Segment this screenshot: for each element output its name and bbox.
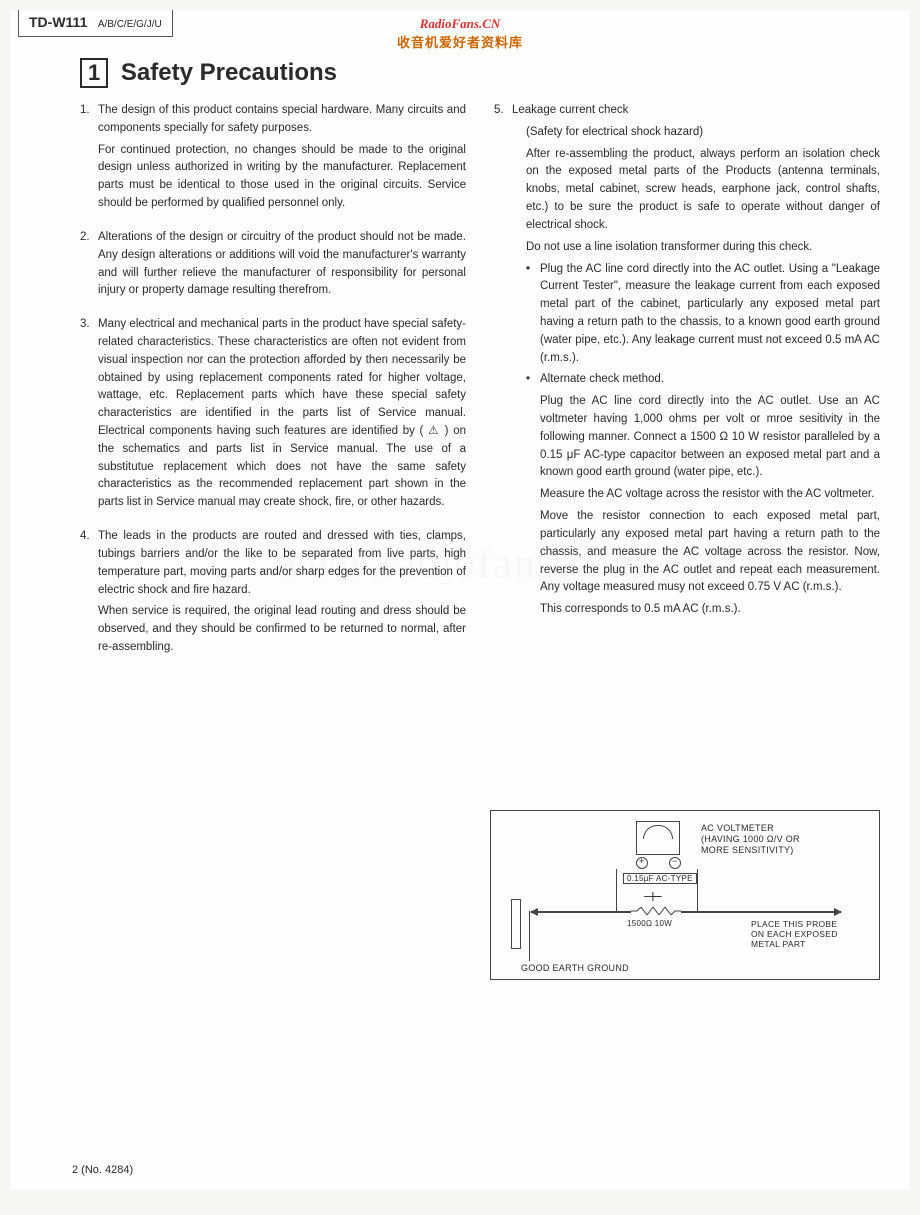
bullet-item: • Plug the AC line cord directly into th… — [526, 261, 880, 372]
column-right: 5. Leakage current check (Safety for ele… — [494, 102, 880, 673]
probe-negative-icon — [669, 857, 681, 869]
bullet-mark: • — [526, 371, 540, 393]
item-number: 5. — [494, 102, 512, 623]
bullet-mark: • — [526, 261, 540, 372]
item-number: 4. — [80, 528, 98, 661]
list-item: 3. Many electrical and mechanical parts … — [80, 316, 466, 516]
wire — [529, 911, 530, 961]
voltmeter-icon — [636, 821, 680, 855]
probe-positive-icon — [636, 857, 648, 869]
paragraph: Plug the AC line cord directly into the … — [540, 261, 880, 368]
paragraph: Measure the AC voltage across the resist… — [540, 486, 880, 504]
paragraph: Plug the AC line cord directly into the … — [540, 393, 880, 482]
paragraph: Alterations of the design or circuitry o… — [98, 229, 466, 300]
circuit-diagram: AC VOLTMETER (HAVING 1000 Ω/V OR MORE SE… — [490, 810, 880, 980]
content-columns: 1. The design of this product contains s… — [80, 102, 880, 673]
watermark-line1: RadioFans.CN — [397, 16, 523, 32]
column-left: 1. The design of this product contains s… — [80, 102, 466, 673]
paragraph: The design of this product contains spec… — [98, 102, 466, 138]
item-number: 2. — [80, 229, 98, 304]
section-number: 1 — [80, 58, 108, 88]
item-number: 1. — [80, 102, 98, 217]
page-number: 2 (No. 4284) — [72, 1164, 133, 1176]
item-number: 3. — [80, 316, 98, 516]
ground-plate-icon — [511, 899, 521, 949]
model-label: TD-W111 — [29, 14, 87, 30]
list-item: 1. The design of this product contains s… — [80, 102, 466, 217]
capacitor-icon: ⊣⊢ — [643, 889, 660, 905]
model-variants: A/B/C/E/G/J/U — [98, 19, 162, 30]
page: TD-W111 A/B/C/E/G/J/U RadioFans.CN 收音机爱好… — [10, 10, 910, 1190]
paragraph: When service is required, the original l… — [98, 603, 466, 656]
paragraph: Many electrical and mechanical parts in … — [98, 316, 466, 512]
paragraph: The leads in the products are routed and… — [98, 528, 466, 599]
wire — [616, 869, 617, 911]
item-body: Alterations of the design or circuitry o… — [98, 229, 466, 304]
item-body: Many electrical and mechanical parts in … — [98, 316, 466, 516]
capacitor-label: 0.15μF AC-TYPE — [623, 873, 697, 884]
paragraph: Move the resistor connection to each exp… — [540, 508, 880, 597]
item-body: Leakage current check (Safety for electr… — [512, 102, 880, 623]
resistor-label: 1500Ω 10W — [627, 919, 672, 928]
paragraph: Alternate check method. — [540, 371, 880, 389]
probe-label: PLACE THIS PROBE ON EACH EXPOSED METAL P… — [751, 919, 838, 950]
item-subtitle: (Safety for electrical shock hazard) — [526, 124, 880, 142]
wire-main — [531, 911, 841, 913]
bullet-item: • Alternate check method. — [526, 371, 880, 393]
paragraph: After re-assembling the product, always … — [526, 146, 880, 235]
item-body: The design of this product contains spec… — [98, 102, 466, 217]
list-item: 2. Alterations of the design or circuitr… — [80, 229, 466, 304]
paragraph: Do not use a line isolation transformer … — [526, 239, 880, 257]
resistor-icon — [631, 907, 681, 915]
watermark-line2: 收音机爱好者资料库 — [397, 32, 523, 51]
list-item: 4. The leads in the products are routed … — [80, 528, 466, 661]
ground-label: GOOD EARTH GROUND — [521, 963, 629, 973]
section-title: 1 Safety Precautions — [80, 58, 337, 88]
list-item: 5. Leakage current check (Safety for ele… — [494, 102, 880, 623]
paragraph: This corresponds to 0.5 mA AC (r.m.s.). — [540, 601, 880, 619]
header-model-box: TD-W111 A/B/C/E/G/J/U — [18, 10, 173, 37]
section-title-text: Safety Precautions — [121, 59, 337, 86]
paragraph: For continued protection, no changes sho… — [98, 142, 466, 213]
diagram-inner: AC VOLTMETER (HAVING 1000 Ω/V OR MORE SE… — [491, 811, 879, 979]
voltmeter-dial — [643, 825, 673, 839]
voltmeter-label: AC VOLTMETER (HAVING 1000 Ω/V OR MORE SE… — [701, 823, 800, 855]
watermark-top: RadioFans.CN 收音机爱好者资料库 — [397, 16, 523, 51]
item-body: The leads in the products are routed and… — [98, 528, 466, 661]
item-title: Leakage current check — [512, 102, 880, 120]
wire — [697, 869, 698, 911]
